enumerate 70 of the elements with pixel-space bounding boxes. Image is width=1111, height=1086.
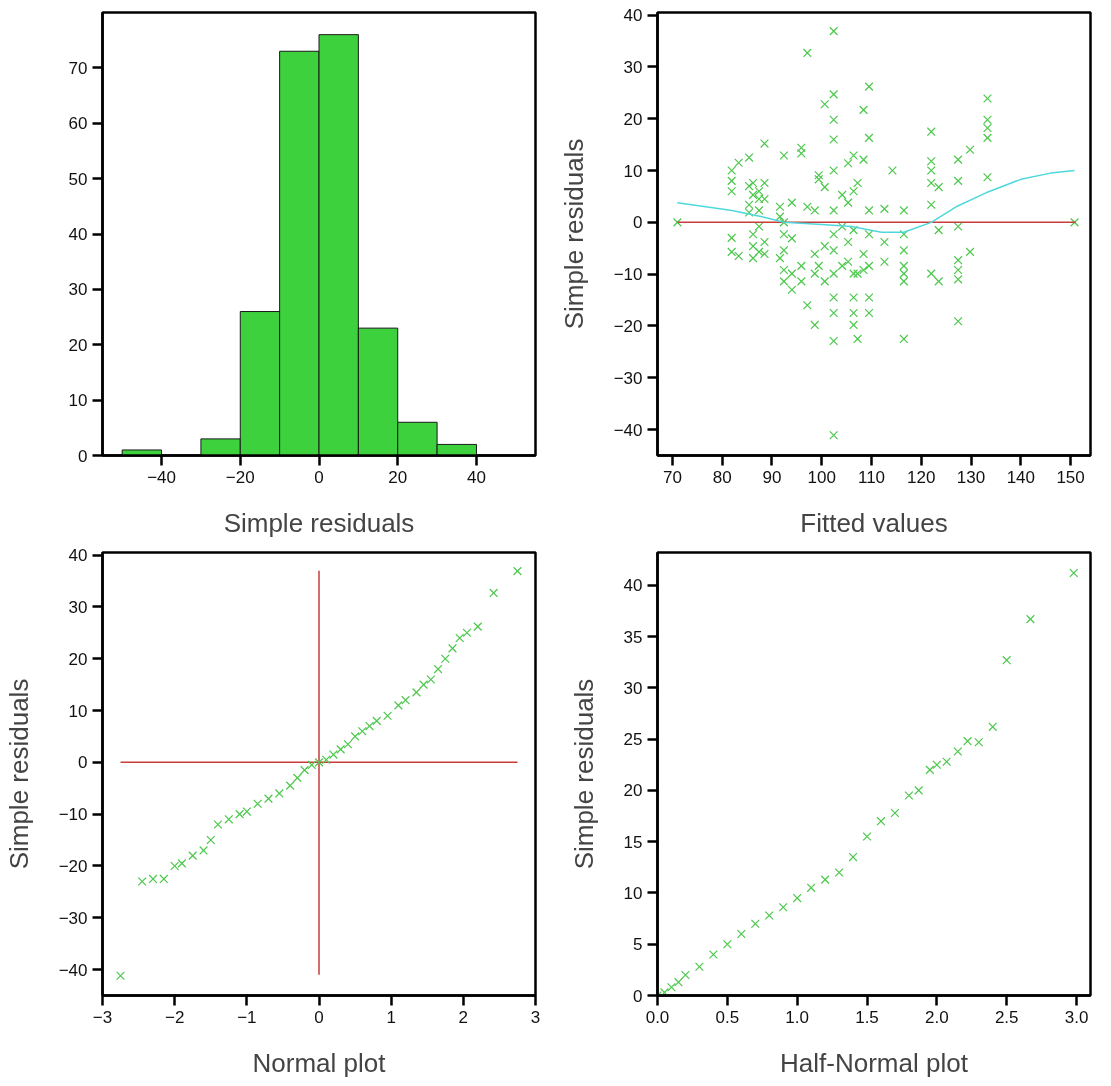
x-tick-label: −40 bbox=[147, 467, 176, 487]
y-tick-label: 30 bbox=[623, 57, 643, 77]
y-tick-label: 40 bbox=[68, 546, 88, 566]
y-tick-label: −40 bbox=[58, 960, 88, 980]
x-tick-label: 2.5 bbox=[994, 1007, 1019, 1027]
x-axis-title: Fitted values bbox=[800, 507, 948, 538]
x-tick-label: 80 bbox=[712, 467, 732, 487]
y-tick-label: −30 bbox=[58, 908, 88, 928]
y-tick-label: 15 bbox=[623, 832, 643, 852]
y-tick-label: 0 bbox=[78, 753, 88, 773]
y-tick-label: 40 bbox=[623, 576, 643, 596]
y-tick-label: 0 bbox=[633, 986, 643, 1006]
x-tick-label: 2.0 bbox=[925, 1007, 949, 1027]
x-tick-label: 0.5 bbox=[715, 1007, 740, 1027]
y-tick-label: 20 bbox=[68, 335, 88, 355]
y-tick-label: 10 bbox=[623, 883, 643, 903]
x-axis-title: Half-Normal plot bbox=[780, 1047, 969, 1078]
x-tick-label: 100 bbox=[807, 467, 836, 487]
y-axis-title: Simple residuals bbox=[3, 678, 34, 870]
x-tick-label: 0 bbox=[314, 467, 324, 487]
x-tick-label: 140 bbox=[1006, 467, 1036, 487]
x-tick-label: 110 bbox=[857, 467, 886, 487]
x-tick-label: 0.0 bbox=[645, 1007, 670, 1027]
x-tick-label: 3 bbox=[530, 1007, 541, 1027]
y-tick-label: 20 bbox=[623, 109, 643, 129]
y-tick-label: 10 bbox=[68, 701, 88, 721]
x-tick-label: 3.0 bbox=[1064, 1007, 1089, 1027]
x-tick-label: 2 bbox=[458, 1007, 469, 1027]
x-tick-label: 1.0 bbox=[785, 1007, 809, 1027]
x-tick-label: 20 bbox=[388, 467, 408, 487]
y-tick-label: 70 bbox=[68, 58, 88, 78]
y-tick-label: 5 bbox=[633, 935, 643, 955]
x-tick-label: −20 bbox=[225, 467, 255, 487]
y-axis-title: Simple residuals bbox=[568, 678, 599, 870]
y-tick-label: 40 bbox=[68, 225, 88, 244]
y-tick-label: −40 bbox=[613, 420, 643, 440]
x-tick-label: 1.5 bbox=[855, 1007, 879, 1027]
x-tick-label: 0 bbox=[314, 1007, 324, 1027]
x-tick-label: 1 bbox=[386, 1007, 396, 1027]
y-tick-label: 30 bbox=[623, 678, 643, 698]
x-tick-label: 90 bbox=[762, 467, 782, 487]
y-tick-label: −30 bbox=[613, 368, 643, 388]
y-tick-label: 35 bbox=[623, 627, 643, 647]
x-axis-title: Simple residuals bbox=[223, 507, 415, 538]
y-tick-label: 30 bbox=[68, 280, 88, 300]
y-tick-label: −20 bbox=[613, 316, 643, 336]
y-tick-label: 0 bbox=[633, 213, 643, 233]
x-axis-title: Normal plot bbox=[252, 1047, 387, 1078]
y-tick-label: 30 bbox=[68, 597, 88, 617]
x-tick-label: 130 bbox=[956, 467, 986, 487]
y-tick-label: 25 bbox=[623, 730, 643, 750]
x-tick-label: −2 bbox=[164, 1007, 185, 1027]
y-tick-label: 10 bbox=[68, 391, 88, 411]
y-tick-label: 50 bbox=[68, 169, 88, 189]
y-axis-title: Simple residuals bbox=[558, 138, 589, 330]
y-tick-label: 20 bbox=[68, 649, 88, 669]
x-tick-label: −3 bbox=[92, 1007, 113, 1027]
x-tick-label: 120 bbox=[907, 467, 936, 487]
y-tick-label: 60 bbox=[68, 114, 88, 134]
y-tick-label: −10 bbox=[613, 265, 643, 285]
y-tick-label: 40 bbox=[623, 6, 643, 26]
y-tick-label: 20 bbox=[623, 781, 643, 801]
x-tick-label: 40 bbox=[467, 467, 486, 487]
x-tick-label: 150 bbox=[1056, 467, 1085, 487]
x-tick-label: −1 bbox=[237, 1007, 257, 1027]
y-tick-label: −10 bbox=[58, 805, 88, 825]
x-tick-label: 70 bbox=[662, 467, 682, 487]
y-tick-label: 0 bbox=[78, 446, 88, 466]
y-tick-label: −20 bbox=[58, 856, 88, 876]
y-tick-label: 10 bbox=[623, 161, 643, 181]
